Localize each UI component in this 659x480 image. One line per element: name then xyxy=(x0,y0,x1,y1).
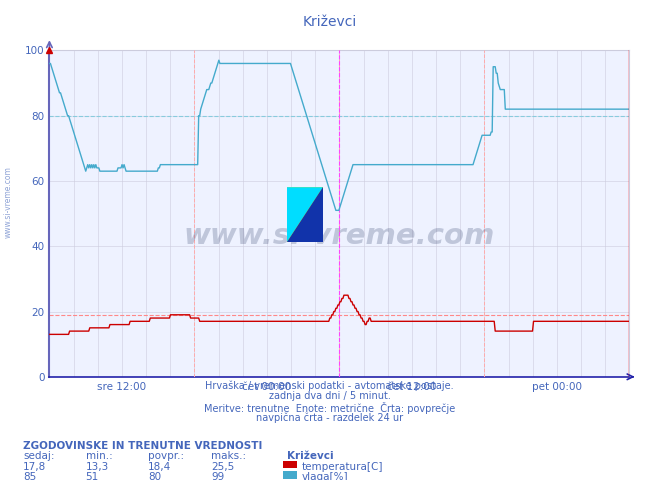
Text: www.si-vreme.com: www.si-vreme.com xyxy=(184,222,495,251)
Text: zadnja dva dni / 5 minut.: zadnja dva dni / 5 minut. xyxy=(269,391,390,401)
Text: Meritve: trenutne  Enote: metrične  Črta: povprečje: Meritve: trenutne Enote: metrične Črta: … xyxy=(204,402,455,414)
Text: Križevci: Križevci xyxy=(302,15,357,29)
Polygon shape xyxy=(287,187,323,242)
Text: temperatura[C]: temperatura[C] xyxy=(302,462,384,472)
Text: sedaj:: sedaj: xyxy=(23,451,55,461)
Text: 17,8: 17,8 xyxy=(23,462,46,472)
Text: 85: 85 xyxy=(23,472,36,480)
Text: 25,5: 25,5 xyxy=(211,462,234,472)
Text: 18,4: 18,4 xyxy=(148,462,171,472)
Text: ZGODOVINSKE IN TRENUTNE VREDNOSTI: ZGODOVINSKE IN TRENUTNE VREDNOSTI xyxy=(23,441,262,451)
Text: 80: 80 xyxy=(148,472,161,480)
Text: 13,3: 13,3 xyxy=(86,462,109,472)
Text: vlaga[%]: vlaga[%] xyxy=(302,472,349,480)
Text: Križevci: Križevci xyxy=(287,451,333,461)
Text: Hrvaška / vremenski podatki - avtomatske postaje.: Hrvaška / vremenski podatki - avtomatske… xyxy=(205,381,454,391)
Text: 99: 99 xyxy=(211,472,224,480)
Text: www.si-vreme.com: www.si-vreme.com xyxy=(4,166,13,238)
Text: povpr.:: povpr.: xyxy=(148,451,185,461)
Text: min.:: min.: xyxy=(86,451,113,461)
Polygon shape xyxy=(287,187,323,242)
Text: maks.:: maks.: xyxy=(211,451,246,461)
Text: 51: 51 xyxy=(86,472,99,480)
Text: navpična črta - razdelek 24 ur: navpična črta - razdelek 24 ur xyxy=(256,412,403,423)
